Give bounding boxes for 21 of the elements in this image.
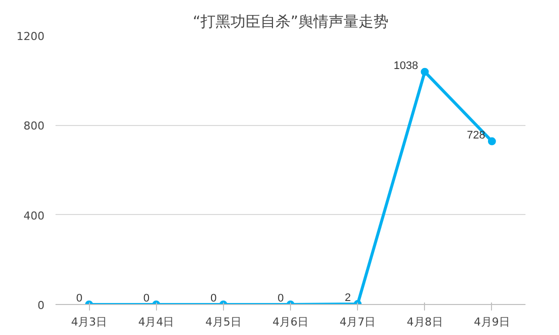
data-label: 0 xyxy=(278,292,284,304)
y-tick-label: 800 xyxy=(24,120,45,133)
x-tick-label: 4月4日 xyxy=(138,316,174,328)
data-label: 728 xyxy=(466,129,486,142)
y-tick-label: 400 xyxy=(24,209,45,222)
y-tick-label: 1200 xyxy=(16,30,45,43)
x-tick-label: 4月8日 xyxy=(406,316,443,328)
data-label: 0 xyxy=(210,292,217,304)
point xyxy=(420,68,429,76)
point xyxy=(488,137,496,146)
x-tick-label: 4月7日 xyxy=(340,316,376,328)
x-tick-label: 4月6日 xyxy=(272,316,308,328)
data-label: 0 xyxy=(143,292,150,304)
data-label: 2 xyxy=(344,292,351,304)
x-tick-label: 4月5日 xyxy=(205,316,242,328)
x-tick-label: 4月9日 xyxy=(474,316,510,328)
chart-title: “打黑功臣自杀”舆情声量走势 xyxy=(192,12,388,30)
data-label: 0 xyxy=(76,292,82,304)
y-tick-label: 0 xyxy=(38,299,44,312)
x-tick-label: 4月3日 xyxy=(71,316,108,328)
data-label: 1038 xyxy=(394,60,418,72)
